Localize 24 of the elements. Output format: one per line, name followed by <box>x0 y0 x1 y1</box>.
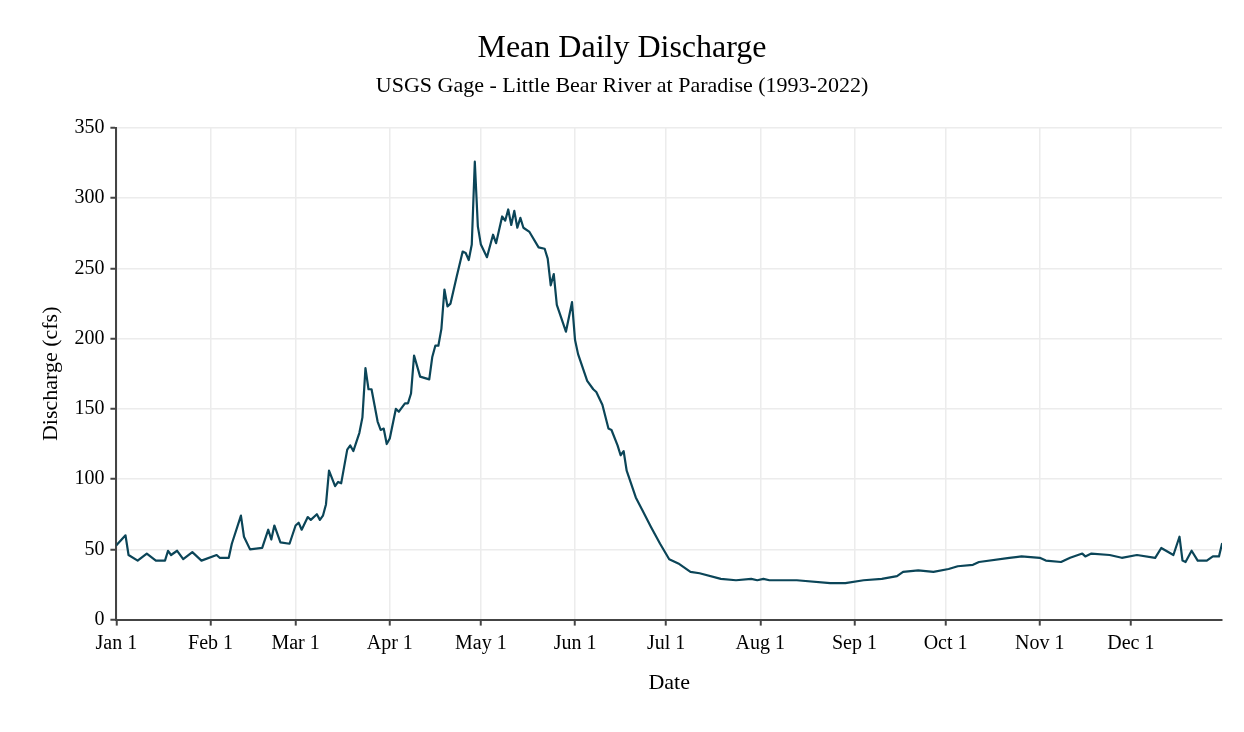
x-tick-label: Nov 1 <box>1015 630 1065 653</box>
x-tick-label: Oct 1 <box>923 630 968 653</box>
y-tick-label: 350 <box>74 115 105 138</box>
chart-title: Mean Daily Discharge <box>476 28 768 65</box>
x-tick-label: Sep 1 <box>831 630 877 654</box>
y-tick-label: 200 <box>74 325 105 348</box>
x-tick-label: Aug 1 <box>735 630 786 654</box>
x-tick-label: Dec 1 <box>1107 630 1155 653</box>
x-tick-label: Jul 1 <box>646 630 686 653</box>
x-tick-label: Feb 1 <box>188 630 234 653</box>
y-tick-label: 250 <box>74 255 105 278</box>
chart-subtitle: USGS Gage - Little Bear River at Paradise (1993-2022) <box>374 72 870 98</box>
y-tick-label: 300 <box>74 185 105 208</box>
y-tick-label: 50 <box>84 536 105 559</box>
y-tick-label: 100 <box>74 466 105 489</box>
x-tick-label: Apr 1 <box>366 630 413 654</box>
y-axis-title: Discharge (cfs) <box>36 306 62 442</box>
x-axis-title: Date <box>648 668 690 694</box>
x-tick-label: May 1 <box>455 630 507 654</box>
x-tick-label: Mar 1 <box>271 630 320 653</box>
x-tick-label: Jan 1 <box>95 630 138 653</box>
y-tick-label: 0 <box>94 606 105 629</box>
y-tick-label: 150 <box>74 396 105 419</box>
x-tick-label: Jun 1 <box>553 630 597 653</box>
